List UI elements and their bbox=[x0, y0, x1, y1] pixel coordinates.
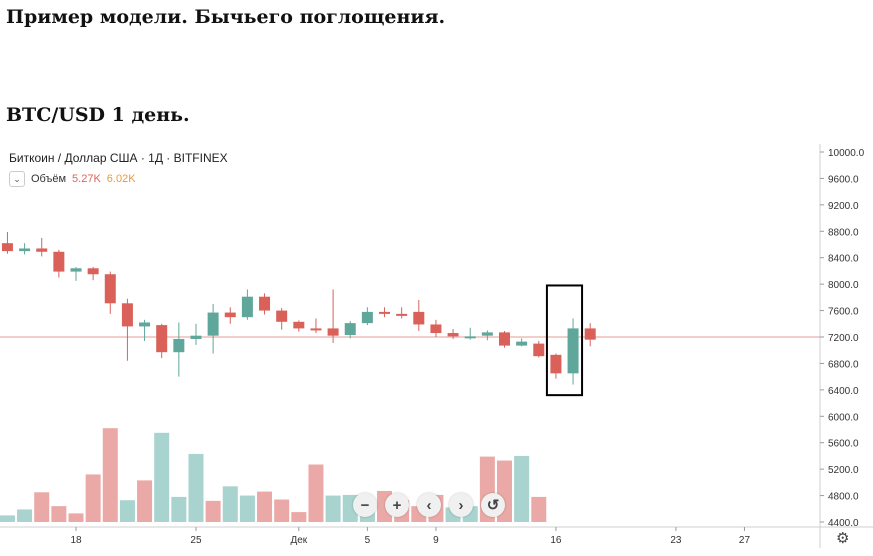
candle-body bbox=[19, 248, 31, 252]
candle-body bbox=[327, 328, 339, 336]
candle-body bbox=[36, 248, 48, 252]
candle-body bbox=[379, 311, 391, 314]
volume-bar bbox=[188, 453, 204, 522]
scroll-back-button[interactable]: ‹ bbox=[417, 493, 441, 517]
candle-body bbox=[567, 328, 579, 374]
y-tick-label: 8800.0 bbox=[828, 227, 859, 238]
candle-body bbox=[207, 312, 219, 336]
volume-label: Объём bbox=[31, 173, 67, 185]
x-tick-label: 25 bbox=[190, 535, 202, 546]
candle-body bbox=[310, 328, 322, 331]
y-tick-label: 10000.0 bbox=[828, 148, 865, 159]
volume-bar bbox=[154, 432, 170, 522]
volume-value-b: 6.02K bbox=[106, 173, 136, 185]
candle-body bbox=[121, 303, 133, 327]
candle-body bbox=[276, 310, 288, 322]
candle-body bbox=[361, 311, 373, 324]
y-tick-label: 5600.0 bbox=[828, 439, 859, 450]
volume-bar bbox=[205, 500, 221, 522]
volume-bar bbox=[51, 506, 67, 522]
candle-body bbox=[430, 324, 442, 334]
volume-bar bbox=[102, 428, 118, 522]
volume-legend: ⌄ Объём 5.27K 6.02K bbox=[9, 171, 136, 187]
volume-bar bbox=[531, 496, 547, 522]
scroll-forward-button[interactable]: › bbox=[449, 493, 473, 517]
x-tick-label: 16 bbox=[550, 535, 562, 546]
candle-body bbox=[139, 322, 151, 327]
y-tick-label: 8000.0 bbox=[828, 280, 859, 291]
volume-bar bbox=[239, 495, 255, 522]
x-tick-label: 9 bbox=[433, 535, 439, 546]
candle-body bbox=[464, 336, 476, 339]
volume-bar bbox=[68, 513, 84, 522]
y-tick-label: 7600.0 bbox=[828, 307, 859, 318]
chevron-down-icon[interactable]: ⌄ bbox=[9, 171, 25, 187]
candle-body bbox=[344, 323, 356, 336]
candle-body bbox=[533, 343, 545, 357]
volume-bar bbox=[257, 491, 273, 522]
volume-bar bbox=[171, 496, 187, 522]
candle-body bbox=[396, 313, 408, 316]
engulfing-highlight-box bbox=[545, 284, 584, 397]
candle-body bbox=[481, 332, 493, 336]
x-tick-label: 18 bbox=[70, 535, 82, 546]
zoom-in-button[interactable]: + bbox=[385, 493, 409, 517]
chart-area[interactable]: 10000.0 9600.0 9200.0 8800.0 8400.0 8000.0 760… bbox=[0, 144, 873, 551]
volume-bar bbox=[222, 486, 238, 522]
candle-body bbox=[104, 274, 116, 304]
volume-bar bbox=[514, 455, 530, 522]
candlestick-chart[interactable]: 10000.0 9600.0 9200.0 8800.0 8400.0 8000.0 760… bbox=[0, 144, 873, 551]
volume-bar bbox=[325, 495, 341, 522]
y-tick-label: 8400.0 bbox=[828, 254, 859, 265]
x-tick-label: 23 bbox=[670, 535, 682, 546]
document-title: Пример модели. Бычьего поглощения. bbox=[6, 6, 446, 28]
volume-bar bbox=[0, 515, 15, 522]
volume-bar bbox=[85, 474, 101, 522]
y-tick-label: 6800.0 bbox=[828, 359, 859, 370]
volume-bar bbox=[137, 480, 153, 522]
candle-body bbox=[70, 268, 82, 272]
candle-body bbox=[259, 296, 271, 311]
y-tick-label: 6000.0 bbox=[828, 412, 859, 423]
candle-body bbox=[173, 338, 185, 353]
candle-body bbox=[516, 341, 528, 346]
x-tick-label: 27 bbox=[739, 535, 751, 546]
candle-body bbox=[241, 296, 253, 318]
gear-icon[interactable]: ⚙ bbox=[836, 530, 850, 547]
volume-bar bbox=[34, 492, 50, 522]
volume-bar bbox=[274, 499, 290, 522]
x-tick-label: Дек bbox=[290, 535, 307, 546]
candle-body bbox=[499, 332, 510, 346]
chart-subtitle: BTC/USD 1 день. bbox=[6, 104, 190, 126]
candle-body bbox=[550, 354, 562, 374]
candle-body bbox=[447, 333, 459, 337]
candle-body bbox=[87, 268, 99, 275]
y-tick-label: 6400.0 bbox=[828, 386, 859, 397]
candle-body bbox=[53, 251, 65, 272]
volume-bar bbox=[17, 509, 33, 522]
volume-value-a: 5.27K bbox=[72, 173, 101, 185]
y-tick-label: 5200.0 bbox=[828, 465, 859, 476]
candle-body bbox=[190, 335, 202, 339]
volume-bar bbox=[308, 464, 324, 522]
zoom-out-button[interactable]: − bbox=[353, 493, 377, 517]
x-tick-label: 5 bbox=[365, 535, 371, 546]
candle-body bbox=[293, 321, 305, 329]
candle-body bbox=[1, 243, 13, 252]
chart-navigation: − + ‹ › ↺ bbox=[353, 493, 505, 517]
candle-body bbox=[584, 328, 596, 340]
y-tick-label: 4800.0 bbox=[828, 492, 859, 503]
volume-bar bbox=[119, 500, 135, 522]
candle-body bbox=[156, 325, 168, 353]
candle-body bbox=[224, 312, 236, 318]
y-tick-label: 9600.0 bbox=[828, 174, 859, 185]
candle-body bbox=[413, 311, 425, 325]
y-tick-label: 9200.0 bbox=[828, 201, 859, 212]
y-tick-label: 4400.0 bbox=[828, 518, 859, 529]
symbol-header: Биткоин / Доллар США · 1Д · BITFINEX bbox=[9, 151, 228, 165]
volume-bar bbox=[291, 512, 307, 522]
y-tick-label: 7200.0 bbox=[828, 333, 859, 344]
reset-chart-button[interactable]: ↺ bbox=[481, 493, 505, 517]
